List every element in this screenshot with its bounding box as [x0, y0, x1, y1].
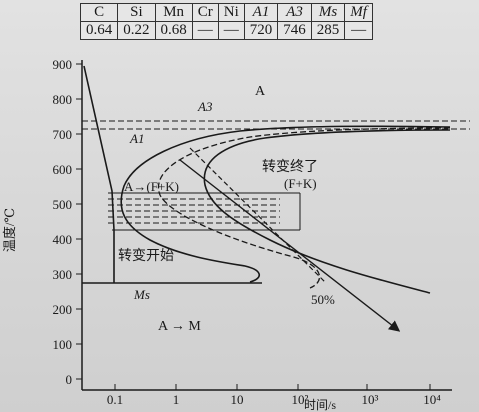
value-c: 0.64	[79, 21, 119, 40]
header-mf: Mf	[344, 3, 373, 22]
y-ticks	[76, 63, 82, 380]
value-mf: —	[344, 21, 373, 40]
y-tick-500: 500	[53, 197, 73, 212]
transform-start-curve	[120, 125, 451, 283]
y-tick-200: 200	[53, 302, 73, 317]
isothermal-band	[108, 192, 301, 231]
header-si: Si	[117, 3, 156, 22]
label-austenite: A	[255, 84, 266, 99]
x-tick-10: 10	[231, 392, 244, 407]
x-tick-0.1: 0.1	[107, 392, 123, 407]
cooling-curve	[83, 65, 115, 283]
label-ms: Ms	[133, 287, 150, 302]
x-tick-10000: 10⁴	[423, 392, 441, 407]
x-axis-label: 时间/s	[304, 398, 336, 412]
y-tick-400: 400	[53, 232, 73, 247]
y-tick-800: 800	[53, 92, 73, 107]
x-tick-1: 1	[173, 392, 180, 407]
x-tick-100: 10²	[292, 392, 309, 407]
transform-end-curve	[203, 129, 451, 294]
label-a1: A1	[129, 131, 144, 146]
value-si: 0.22	[117, 21, 156, 40]
label-fifty-percent: 50%	[311, 292, 335, 307]
y-tick-100: 100	[53, 337, 73, 352]
composition-value-row: 0.64 0.22 0.68 — — 720 746 285 —	[79, 21, 373, 40]
y-tick-900: 900	[53, 57, 73, 72]
label-a3: A3	[197, 99, 213, 114]
x-ticks	[114, 384, 431, 390]
label-a-to-fk: A→(F+K)	[124, 179, 179, 194]
composition-header-row: C Si Mn Cr Ni A1 A3 Ms Mf	[79, 3, 373, 22]
x-tick-1000: 10³	[362, 392, 379, 407]
value-a1: 720	[243, 21, 279, 40]
label-transform-start: 转变开始	[118, 248, 174, 264]
y-tick-600: 600	[53, 162, 73, 177]
header-mn: Mn	[154, 3, 193, 22]
header-ms: Ms	[310, 3, 346, 22]
label-transform-end: 转变终了	[262, 159, 318, 175]
y-tick-700: 700	[53, 127, 73, 142]
value-mn: 0.68	[154, 21, 193, 40]
value-ni: —	[217, 21, 245, 40]
label-end-phase: (F+K)	[284, 176, 317, 191]
label-a-to-m: A → M	[158, 319, 201, 334]
y-tick-0: 0	[66, 372, 73, 387]
composition-table: C Si Mn Cr Ni A1 A3 Ms Mf 0.64 0.22 0.68…	[79, 3, 373, 40]
y-tick-300: 300	[53, 267, 73, 282]
header-a1: A1	[243, 3, 279, 22]
y-axis-label: 温度/℃	[2, 208, 17, 252]
fifty-percent-curve	[157, 127, 451, 289]
cooling-arrow	[179, 159, 401, 332]
